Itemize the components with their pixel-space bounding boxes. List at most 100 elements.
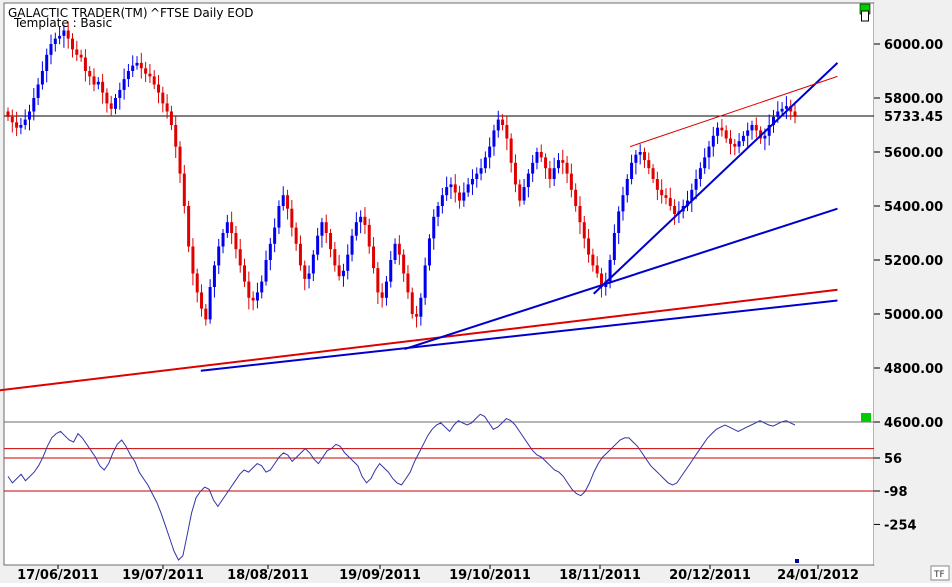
candle-body xyxy=(118,89,122,98)
candle-body xyxy=(741,135,745,142)
candle-body xyxy=(298,243,302,266)
candle-body xyxy=(96,81,100,85)
candle-body xyxy=(230,222,234,233)
price-tick-label: 4600.00 xyxy=(884,416,943,431)
candle-body xyxy=(92,76,96,85)
candle-body xyxy=(359,216,363,223)
price-tick-label: 4800.00 xyxy=(884,362,943,377)
price-tick-label: 5600.00 xyxy=(884,146,943,161)
trendline-blue xyxy=(200,299,838,372)
candle-body xyxy=(565,162,569,174)
candle-body xyxy=(88,71,92,77)
price-tick-label: 5200.00 xyxy=(884,254,943,269)
candle-body xyxy=(247,281,251,298)
candle-body xyxy=(161,92,165,104)
candles-group xyxy=(4,21,874,328)
candle-body xyxy=(316,235,320,255)
candle-body xyxy=(372,246,376,269)
oscillator-group xyxy=(4,413,874,561)
candle-body xyxy=(384,281,388,298)
candle-body xyxy=(105,92,109,104)
candle-body xyxy=(703,157,707,169)
candle-body xyxy=(354,222,358,236)
candle-body xyxy=(694,179,698,190)
candle-body xyxy=(698,168,702,179)
candle-body xyxy=(397,243,401,255)
candle-body xyxy=(204,308,208,320)
oscillator-marker[interactable] xyxy=(861,413,871,422)
candle-body xyxy=(544,157,548,169)
candle-body xyxy=(350,235,354,255)
candle-body xyxy=(221,233,225,247)
candle-body xyxy=(647,160,651,169)
trendline-red xyxy=(629,75,838,148)
candle-body xyxy=(251,297,255,301)
candle-body xyxy=(346,254,350,271)
candle-body xyxy=(333,249,337,266)
candle-body xyxy=(303,265,307,279)
candle-body xyxy=(174,125,178,147)
price-tick-label: 5000.00 xyxy=(884,308,943,323)
scroll-marker[interactable] xyxy=(795,559,799,563)
candle-body xyxy=(238,249,242,266)
candle-body xyxy=(101,81,105,93)
candle-body xyxy=(83,57,87,71)
candle-body xyxy=(642,152,646,161)
candle-body xyxy=(53,38,57,44)
candle-body xyxy=(608,260,612,282)
candle-body xyxy=(294,227,298,244)
candle-body xyxy=(324,222,328,233)
candle-body xyxy=(789,106,793,112)
candle-body xyxy=(449,184,453,188)
oscillator-panel xyxy=(3,421,875,566)
candle-body xyxy=(19,125,23,128)
osc-tick-label: -98 xyxy=(884,485,908,500)
tf-badge-label: TF xyxy=(933,570,945,580)
candle-body xyxy=(10,116,14,123)
candle-body xyxy=(724,130,728,139)
candle-body xyxy=(410,292,414,314)
candle-body xyxy=(62,30,66,36)
candle-body xyxy=(255,292,259,301)
candle-body xyxy=(552,168,556,179)
price-tick-label: 5733.45 xyxy=(884,110,943,125)
candle-body xyxy=(367,224,371,247)
candle-body xyxy=(621,195,625,212)
candle-body xyxy=(539,152,543,158)
candle-body xyxy=(195,273,199,293)
candle-body xyxy=(556,160,560,169)
candle-body xyxy=(518,184,522,201)
candle-body xyxy=(470,179,474,185)
candle-body xyxy=(501,119,505,125)
candle-body xyxy=(114,98,118,109)
candle-body xyxy=(591,254,595,266)
candle-body xyxy=(793,111,797,117)
candle-body xyxy=(337,265,341,277)
candle-body xyxy=(737,141,741,147)
candle-body xyxy=(578,206,582,223)
candle-body xyxy=(668,197,672,206)
tf-badge[interactable] xyxy=(930,565,950,581)
candle-body xyxy=(479,168,483,174)
candle-body xyxy=(453,184,457,193)
candle-body xyxy=(630,162,634,179)
trendline-blue xyxy=(593,62,839,295)
candle-body xyxy=(139,62,143,69)
candle-body xyxy=(445,187,449,196)
candle-body xyxy=(135,62,139,66)
candle-body xyxy=(200,292,204,309)
candle-body xyxy=(746,130,750,136)
candle-body xyxy=(58,35,62,39)
candle-body xyxy=(513,162,517,185)
date-tick-label: 20/12/2011 xyxy=(669,568,751,583)
candle-body xyxy=(612,233,616,260)
candle-body xyxy=(651,168,655,179)
candle-body xyxy=(475,173,479,179)
maximize-price-panel-icon xyxy=(861,10,869,22)
candle-body xyxy=(634,154,638,163)
candle-body xyxy=(320,222,324,236)
candle-body xyxy=(268,243,272,260)
candle-body xyxy=(638,152,642,155)
candle-body xyxy=(673,206,677,215)
